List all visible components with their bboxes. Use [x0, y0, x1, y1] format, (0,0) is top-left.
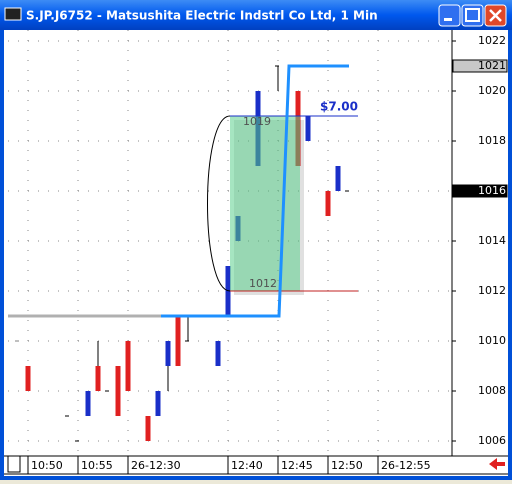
bar-body — [215, 341, 221, 366]
x-tick-label: 26-12:55 — [381, 459, 431, 472]
bar-body — [125, 341, 131, 391]
bar-body — [95, 366, 101, 391]
bar-body — [155, 391, 161, 416]
x-tick-label: 12:50 — [331, 459, 363, 472]
scroll-box[interactable] — [7, 455, 21, 473]
y-tick-label: 1006 — [478, 434, 506, 447]
y-tick-label: 1014 — [478, 234, 506, 247]
window-title: S.JP.J6752 - Matsushita Electric Indstrl… — [26, 9, 378, 23]
app-icon — [4, 7, 22, 21]
step-line — [161, 64, 349, 318]
y-tick-label: 1022 — [478, 34, 506, 47]
x-tick-label: 10:55 — [81, 459, 113, 472]
x-tick-label: 10:50 — [31, 459, 63, 472]
bar-body — [145, 416, 151, 441]
zone-top-label: 1019 — [243, 115, 271, 128]
zone — [230, 116, 300, 291]
y-tick-label: 1008 — [478, 384, 506, 397]
price-marker-label: 1016 — [478, 184, 506, 197]
y-tick-label: 1012 — [478, 284, 506, 297]
y-tick-label: 1018 — [478, 134, 506, 147]
price-marker-label: 1021 — [478, 59, 506, 72]
bar-body — [25, 366, 31, 391]
x-tick-label: 12:45 — [281, 459, 313, 472]
price-marker — [452, 184, 508, 198]
maximize-button[interactable] — [461, 4, 484, 27]
y-tick-label: 1010 — [478, 334, 506, 347]
measure-label: $7.00 — [320, 100, 358, 114]
bar-body — [305, 116, 311, 141]
x-tick-label: 12:40 — [231, 459, 263, 472]
price-marker — [452, 59, 508, 73]
bar-body — [175, 316, 181, 366]
scroll-arrow[interactable] — [489, 458, 505, 470]
close-button[interactable] — [484, 4, 507, 27]
zone-arc — [207, 115, 231, 292]
bar-body — [335, 166, 341, 191]
minimize-button[interactable] — [438, 4, 461, 27]
bar-body — [325, 191, 331, 216]
zone-bottom-label: 1012 — [249, 277, 277, 290]
bar-body — [165, 341, 171, 366]
y-tick-label: 1020 — [478, 84, 506, 97]
bar-body — [115, 366, 121, 416]
bar-body — [85, 391, 91, 416]
title-bar — [0, 0, 512, 30]
x-tick-label: 26-12:30 — [131, 459, 181, 472]
